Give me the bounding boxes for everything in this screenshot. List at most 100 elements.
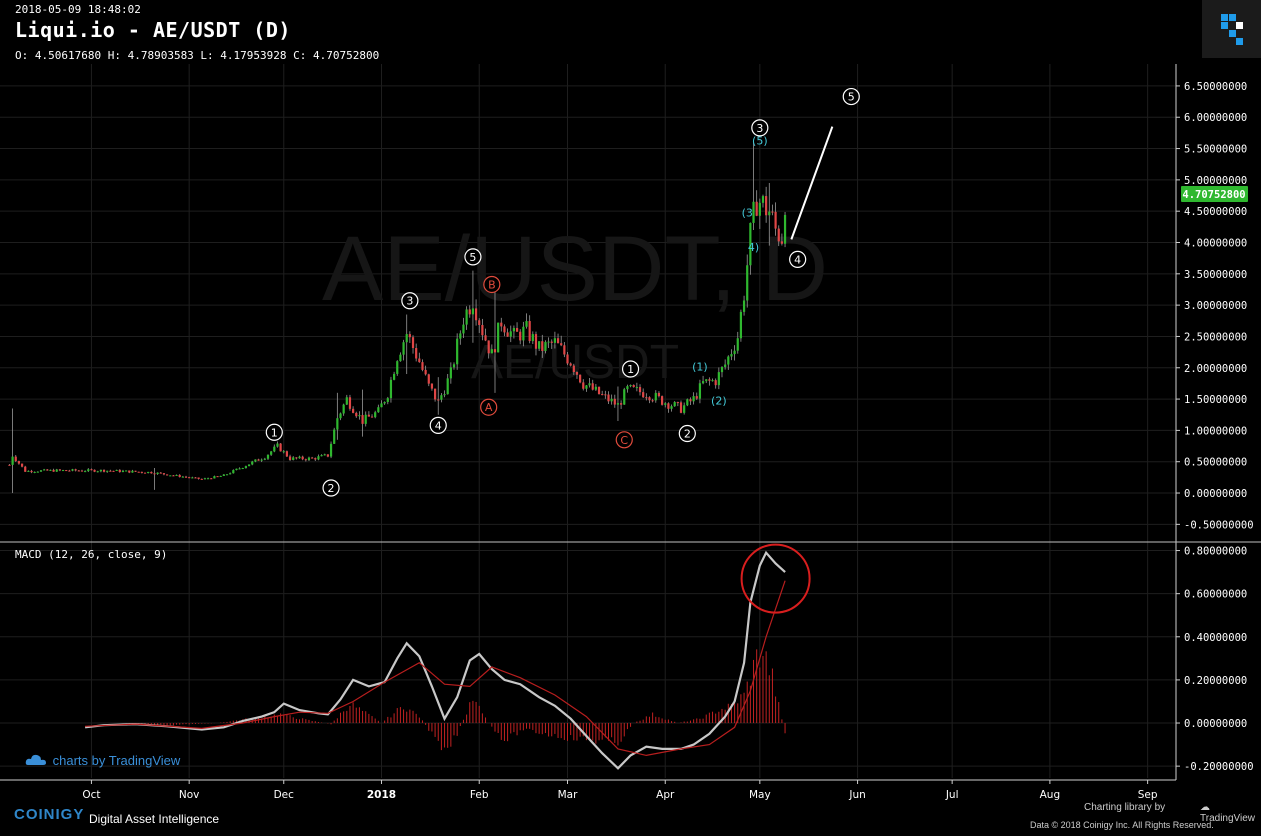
candle-body-61 bbox=[200, 478, 203, 480]
candle-body-120 bbox=[386, 398, 389, 402]
macd-ytick-label-1: 0.60000000 bbox=[1184, 589, 1247, 601]
candle-body-68 bbox=[222, 474, 225, 476]
candle-body-235 bbox=[749, 222, 752, 266]
candle-body-138 bbox=[443, 394, 446, 396]
candle-body-218 bbox=[695, 396, 698, 399]
candle-body-101 bbox=[326, 454, 329, 457]
wave-circle-17 bbox=[842, 87, 860, 106]
candle-body-5 bbox=[24, 466, 27, 472]
candle-body-246 bbox=[783, 214, 787, 244]
tradingview-credit[interactable]: ☁ TradingView bbox=[1200, 802, 1261, 824]
xtick-label-7: May bbox=[749, 789, 771, 801]
copyright: Data © 2018 Coinigy Inc. All Rights Rese… bbox=[1030, 820, 1214, 830]
candle-body-80 bbox=[260, 459, 263, 461]
candle-body-153 bbox=[490, 349, 493, 354]
candle-body-139 bbox=[446, 378, 449, 395]
candle-body-72 bbox=[235, 468, 238, 471]
xtick-label-1: Nov bbox=[179, 789, 200, 801]
candle-body-133 bbox=[427, 374, 430, 384]
wave-circle-0 bbox=[265, 423, 283, 441]
candle-body-76 bbox=[247, 464, 251, 467]
candle-body-127 bbox=[408, 334, 411, 338]
candle-body-111 bbox=[358, 415, 361, 417]
candle-body-215 bbox=[686, 399, 689, 406]
charting-library-credit: Charting library by bbox=[1084, 802, 1166, 813]
watermark-sub: AE/USDT bbox=[471, 336, 679, 389]
grid-lines bbox=[0, 64, 1176, 778]
candle-body-75 bbox=[244, 466, 248, 469]
candle-body-22 bbox=[77, 470, 80, 472]
candle-body-146 bbox=[468, 309, 471, 315]
candle-body-18 bbox=[65, 470, 68, 472]
candle-body-232 bbox=[739, 311, 743, 339]
price-ytick-label-9: 2.00000000 bbox=[1184, 363, 1247, 375]
candle-body-32 bbox=[109, 470, 112, 472]
candle-body-156 bbox=[500, 322, 503, 327]
candle-body-24 bbox=[84, 471, 87, 473]
tradingview-credit-text: TradingView bbox=[1200, 813, 1256, 824]
wave-label-6: A bbox=[485, 401, 493, 414]
candle-body-88 bbox=[285, 451, 289, 457]
candle-body-165 bbox=[528, 321, 531, 342]
candle-body-168 bbox=[538, 341, 541, 349]
candle-body-123 bbox=[396, 361, 399, 374]
candle-body-129 bbox=[415, 348, 418, 359]
price-ytick-label-4: 4.50000000 bbox=[1184, 206, 1247, 218]
candle-body-160 bbox=[512, 328, 516, 332]
wave-circle-15 bbox=[751, 119, 769, 137]
candle-body-51 bbox=[169, 475, 172, 477]
macd-highlight-circle bbox=[740, 543, 811, 614]
candle-body-176 bbox=[563, 345, 566, 355]
candle-body-8 bbox=[33, 471, 36, 473]
wave-label-3: 4 bbox=[435, 419, 442, 432]
candle-body-13 bbox=[49, 469, 52, 471]
candle-body-177 bbox=[566, 354, 569, 364]
candle-body-159 bbox=[509, 331, 512, 337]
projection-segment bbox=[790, 126, 834, 240]
candle-body-161 bbox=[515, 328, 519, 332]
candle-body-170 bbox=[544, 341, 547, 351]
candle-body-200 bbox=[638, 387, 642, 393]
candle-body-39 bbox=[131, 470, 134, 473]
price-ytick-label-10: 1.50000000 bbox=[1184, 394, 1247, 406]
macd-lines bbox=[84, 543, 811, 770]
candle-body-78 bbox=[254, 459, 257, 462]
candle-body-21 bbox=[74, 469, 77, 471]
xtick-label-4: Feb bbox=[470, 789, 489, 801]
candle-body-202 bbox=[645, 397, 648, 399]
xtick-label-5: Mar bbox=[558, 789, 578, 801]
candle-body-33 bbox=[112, 470, 115, 472]
candle-body-3 bbox=[17, 461, 21, 464]
candle-body-203 bbox=[648, 397, 651, 401]
xtick-label-9: Jul bbox=[945, 789, 959, 801]
coinigy-logo[interactable] bbox=[1202, 0, 1261, 58]
candle-body-239 bbox=[761, 196, 765, 203]
candle-body-121 bbox=[389, 379, 393, 399]
x-tick-labels: Oct Nov Dec 2018 Feb Mar Apr May Jun Jul Aug Sep bbox=[82, 780, 1158, 801]
coinigy-tagline: Digital Asset Intelligence bbox=[89, 812, 220, 826]
candle-body-166 bbox=[531, 334, 534, 342]
candle-body-157 bbox=[503, 326, 506, 333]
xtick-label-2: Dec bbox=[274, 789, 295, 801]
candle-body-56 bbox=[184, 476, 188, 478]
candle-body-224 bbox=[714, 380, 717, 386]
wave-label-7: C bbox=[620, 434, 628, 447]
candle-body-192 bbox=[613, 398, 616, 405]
candle-body-49 bbox=[162, 473, 166, 475]
candle-body-92 bbox=[298, 456, 301, 459]
candle-body-1 bbox=[11, 456, 14, 465]
candle-body-144 bbox=[462, 324, 465, 334]
xtick-label-0: Oct bbox=[82, 789, 100, 801]
candle-body-210 bbox=[670, 406, 673, 409]
candle-body-74 bbox=[241, 468, 244, 470]
macd-ytick-label-4: 0.00000000 bbox=[1184, 718, 1247, 730]
candle-body-171 bbox=[547, 341, 550, 343]
candle-body-211 bbox=[673, 402, 676, 407]
tradingview-badge[interactable]: charts by TradingView bbox=[25, 753, 180, 768]
candle-body-70 bbox=[229, 473, 232, 475]
wave-label-0: 1 bbox=[271, 426, 278, 439]
candle-body-47 bbox=[156, 472, 159, 474]
candle-body-205 bbox=[654, 392, 657, 401]
macd-line-signal bbox=[85, 580, 786, 757]
candle-body-198 bbox=[632, 385, 635, 388]
